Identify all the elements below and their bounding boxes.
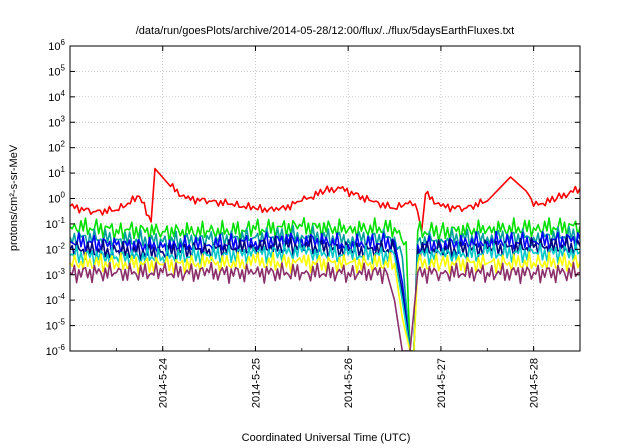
x-tick-label: 2014-5-28 [529,358,541,408]
grid [70,46,580,351]
x-tick-label: 2014-5-27 [436,358,448,408]
y-tick-label: 106 [48,38,65,53]
x-axis-label: Coordinated Universal Time (UTC) [242,432,411,444]
y-tick-label: 100 [48,191,65,206]
plot-area [70,167,580,351]
x-tick-label: 2014-5-24 [158,358,170,408]
y-tick-label: 103 [48,114,65,129]
series-red-line [70,167,580,233]
x-axis: 2014-5-24 2014-5-25 2014-5-26 2014-5-27 2014… [69,46,581,408]
x-tick-label: 2014-5-25 [250,358,262,408]
y-tick-label: 105 [48,63,65,78]
y-tick-label: 104 [48,89,65,104]
series-blue-line [70,230,580,351]
y-tick-label: 102 [48,140,65,155]
chart-title: /data/run/goesPlots/archive/2014-05-28/1… [136,25,515,37]
y-axis-label: protons/cm²-s-sr-MeV [8,144,20,251]
series-purple-line [70,261,580,351]
y-tick-label: 10-6 [46,343,66,358]
x-tick-label: 2014-5-26 [343,358,355,408]
y-tick-label: 10-5 [46,318,66,333]
y-tick-label: 10-4 [46,292,66,307]
y-tick-label: 10-1 [46,216,66,231]
series-yellow-line [70,251,580,351]
series-navy-line [70,235,580,351]
y-tick-label: 101 [48,165,65,180]
y-tick-label: 10-2 [46,241,66,256]
y-tick-label: 10-3 [46,267,66,282]
y-axis: 10-6 10-5 10-4 10-3 10-2 10-1 100 101 102 103 104 1… [46,38,580,358]
